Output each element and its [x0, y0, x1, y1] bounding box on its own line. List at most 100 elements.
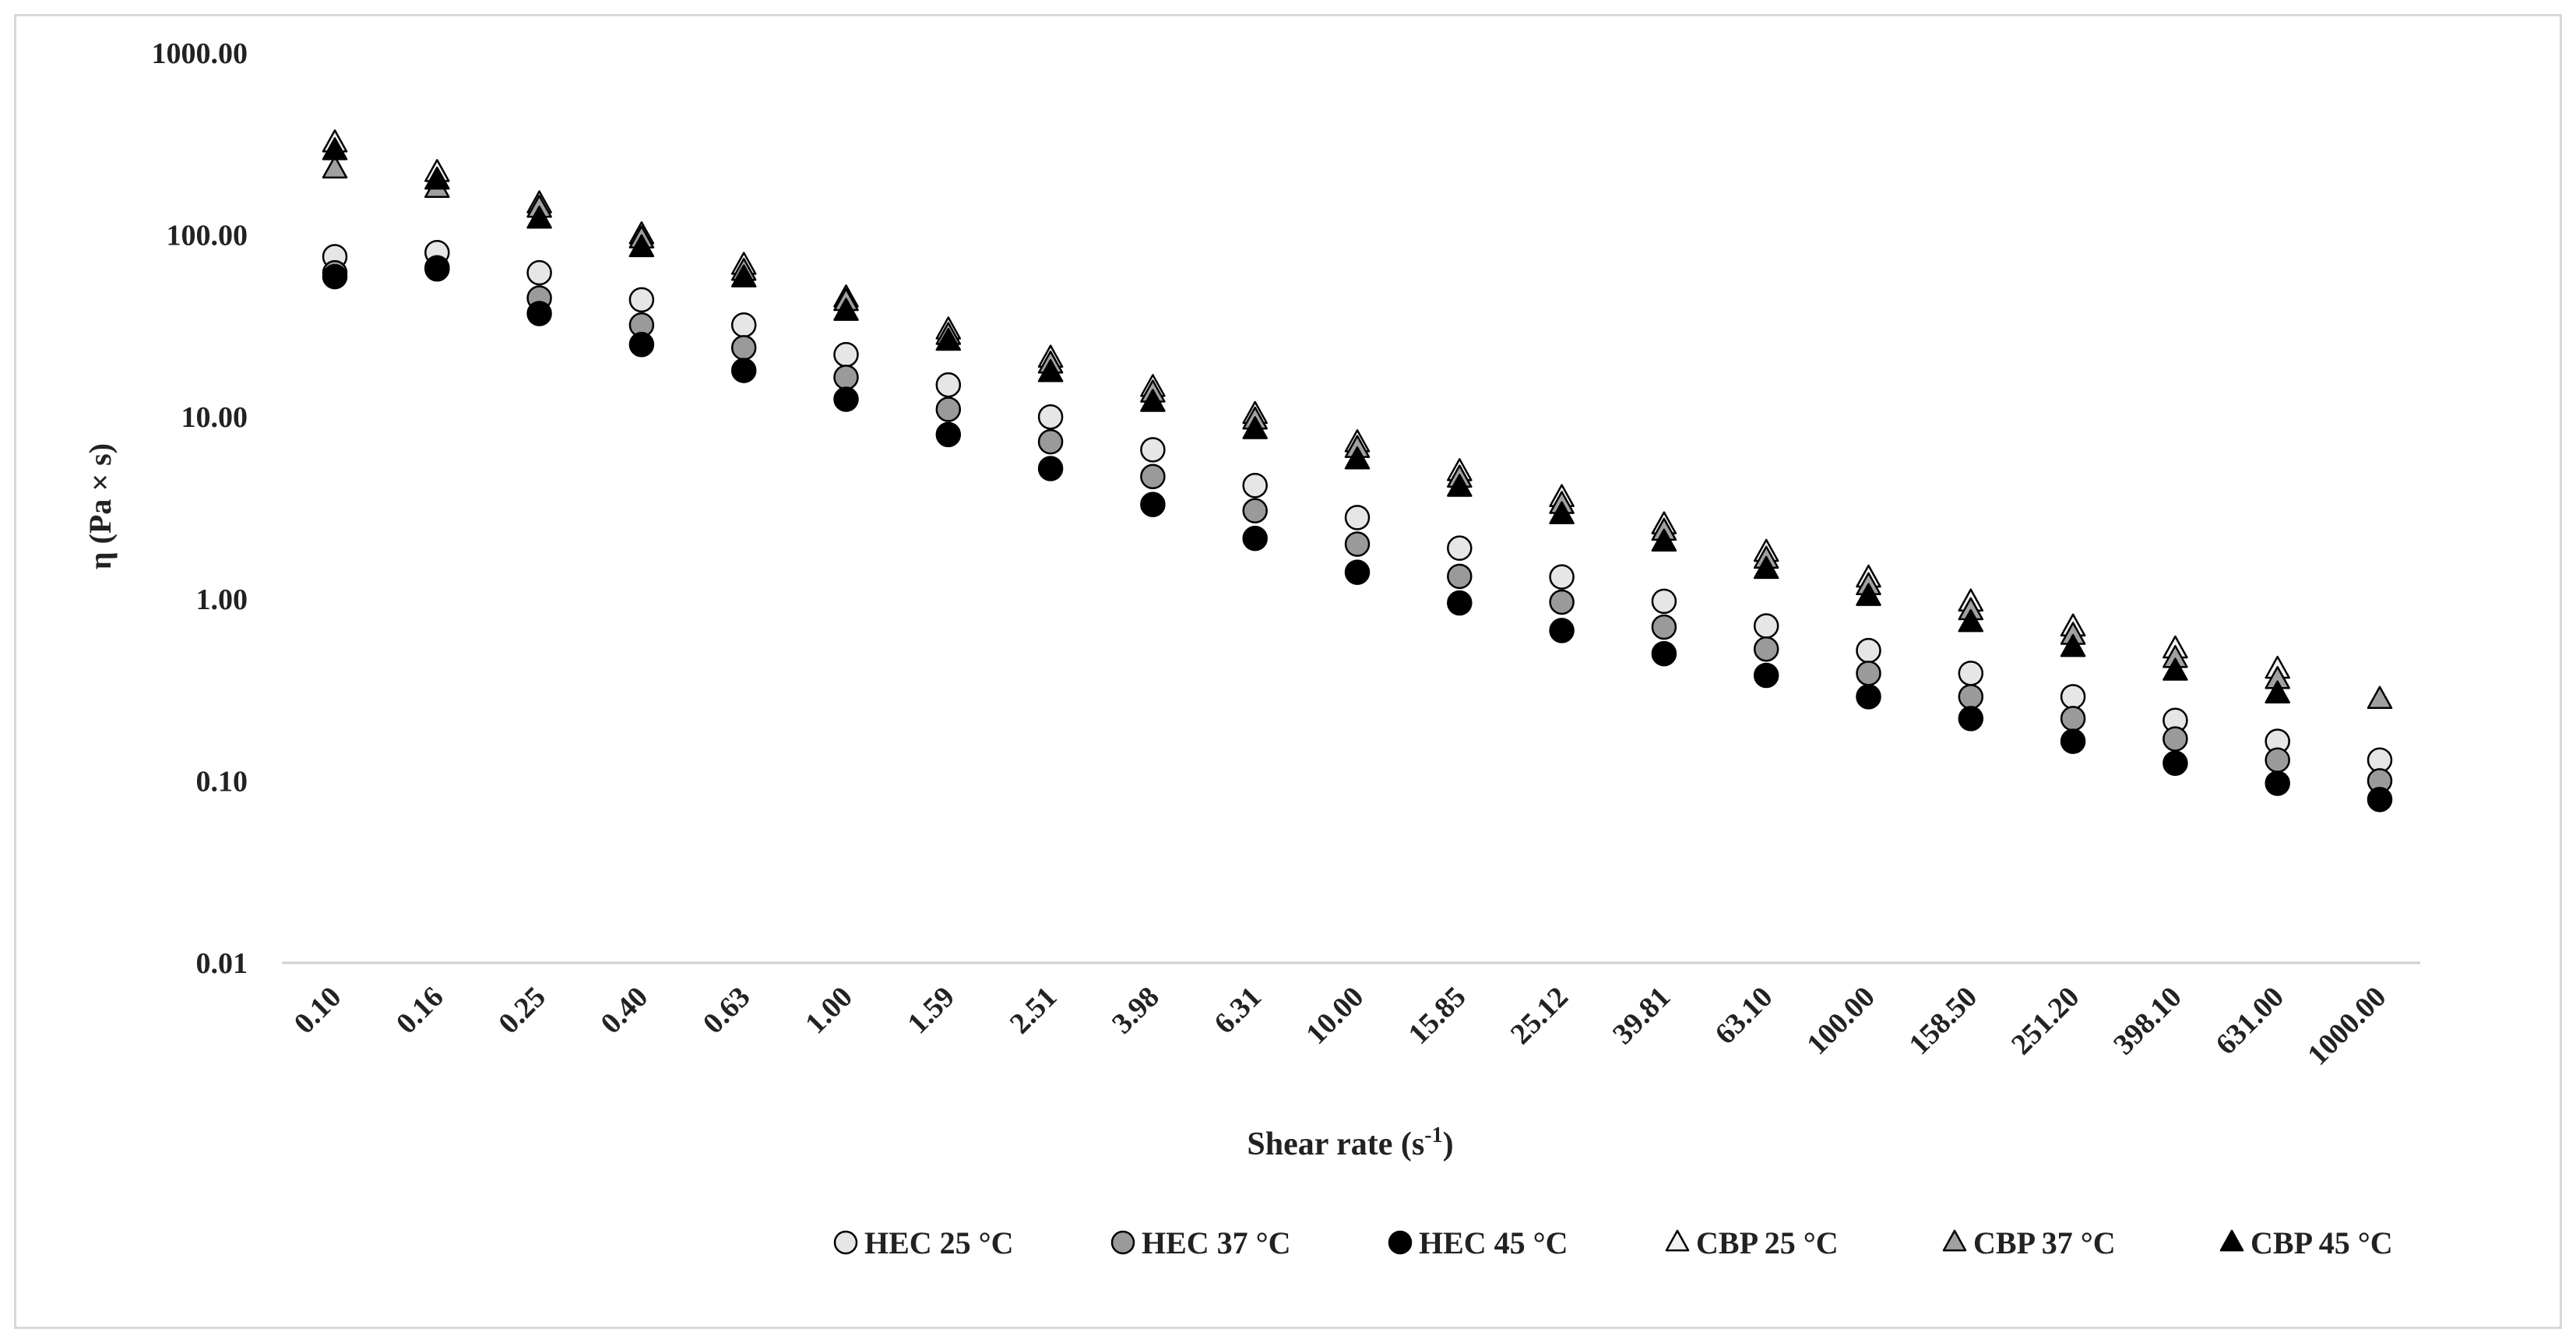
- data-point-cbp-45-c: [526, 205, 552, 229]
- x-axis-title-sup: -1: [1424, 1123, 1442, 1147]
- data-point-cbp-45-c: [1856, 583, 1881, 606]
- y-tick-label: 0.01: [196, 947, 248, 980]
- data-point-hec-25-c: [1140, 437, 1166, 463]
- legend-marker-cbp-25-c: [1665, 1229, 1690, 1252]
- data-point-cbp-45-c: [2060, 633, 2086, 657]
- x-tick-label: 100.00: [1800, 981, 1881, 1062]
- data-point-hec-25-c: [2060, 684, 2086, 710]
- data-point-hec-25-c: [628, 287, 655, 313]
- data-point-cbp-45-c: [2163, 657, 2188, 681]
- x-tick-label: 0.63: [697, 981, 757, 1041]
- data-point-hec-45-c: [833, 386, 859, 412]
- data-point-cbp-45-c: [1140, 389, 1166, 412]
- data-point-hec-37-c: [1344, 531, 1371, 557]
- chart-frame: [14, 14, 2562, 1329]
- data-point-hec-25-c: [1242, 472, 1268, 499]
- data-point-cbp-45-c: [1753, 555, 1779, 580]
- data-point-cbp-45-c: [1958, 608, 1984, 633]
- y-axis-title: η (Pa × s): [83, 443, 118, 569]
- data-point-hec-25-c: [526, 259, 552, 286]
- data-point-hec-37-c: [730, 335, 757, 361]
- data-point-cbp-45-c: [1037, 358, 1064, 382]
- x-tick-label: 10.00: [1300, 981, 1370, 1051]
- legend-label-hec-37-c: HEC 37 °C: [1142, 1225, 1291, 1260]
- data-point-cbp-37-c: [2367, 686, 2393, 709]
- legend: HEC 25 °C HEC 37 °C HEC 45 °C CBP 25 °C CBP …: [833, 1225, 2393, 1260]
- x-tick-label: 1.59: [901, 981, 961, 1041]
- data-point-hec-25-c: [1037, 404, 1064, 430]
- data-point-hec-45-c: [322, 263, 348, 290]
- y-tick-label: 1.00: [196, 583, 248, 616]
- data-point-hec-45-c: [424, 256, 450, 282]
- legend-marker-hec-25-c: [833, 1230, 858, 1255]
- data-point-hec-25-c: [1447, 535, 1473, 561]
- data-point-cbp-45-c: [730, 264, 757, 287]
- y-tick-label: 1000.00: [152, 37, 248, 70]
- data-point-hec-45-c: [730, 358, 757, 383]
- data-point-cbp-45-c: [1549, 501, 1575, 524]
- y-tick-label: 100.00: [167, 220, 248, 252]
- data-point-hec-25-c: [833, 341, 859, 368]
- data-point-cbp-45-c: [1242, 416, 1268, 439]
- data-point-hec-45-c: [1037, 456, 1064, 481]
- data-point-hec-37-c: [1753, 636, 1779, 662]
- data-point-hec-37-c: [1037, 428, 1064, 455]
- data-point-hec-45-c: [1242, 525, 1268, 552]
- data-point-hec-45-c: [2163, 750, 2188, 777]
- data-point-hec-37-c: [1856, 661, 1881, 686]
- y-tick-label: 0.10: [196, 765, 248, 798]
- data-point-hec-25-c: [1344, 505, 1371, 531]
- data-point-hec-45-c: [1447, 590, 1473, 616]
- data-point-cbp-45-c: [322, 137, 348, 160]
- x-tick-label: 0.25: [492, 981, 552, 1041]
- data-point-hec-37-c: [1447, 563, 1473, 590]
- legend-label-cbp-25-c: CBP 25 °C: [1696, 1225, 1839, 1260]
- data-point-hec-37-c: [1549, 589, 1575, 615]
- legend-marker-hec-37-c: [1110, 1230, 1135, 1255]
- x-tick-label: 158.50: [1903, 981, 1984, 1062]
- x-tick-label: 3.98: [1106, 981, 1166, 1041]
- x-tick-label: 25.12: [1504, 981, 1575, 1051]
- data-point-hec-37-c: [2163, 726, 2188, 752]
- data-point-hec-25-c: [1958, 661, 1984, 686]
- data-point-cbp-45-c: [1344, 446, 1371, 470]
- x-tick-label: 1000.00: [2301, 981, 2392, 1072]
- data-point-hec-45-c: [1753, 662, 1779, 689]
- data-point-hec-25-c: [1651, 588, 1677, 615]
- x-axis-title-end: ): [1443, 1126, 1454, 1162]
- data-point-hec-45-c: [1958, 706, 1984, 731]
- data-point-hec-45-c: [1344, 559, 1371, 585]
- x-tick-label: 398.10: [2107, 981, 2188, 1062]
- legend-label-cbp-45-c: CBP 45 °C: [2250, 1225, 2393, 1260]
- data-point-hec-45-c: [2265, 770, 2290, 796]
- x-tick-label: 251.20: [2005, 981, 2086, 1062]
- legend-label-hec-25-c: HEC 25 °C: [864, 1225, 1014, 1260]
- x-axis-title-main: Shear rate (s: [1247, 1126, 1424, 1162]
- data-point-hec-37-c: [1242, 498, 1268, 523]
- legend-marker-cbp-45-c: [2219, 1229, 2244, 1252]
- data-point-hec-25-c: [1856, 637, 1881, 664]
- data-point-cbp-45-c: [1447, 474, 1473, 497]
- x-tick-label: 0.40: [595, 981, 655, 1041]
- x-tick-label: 2.51: [1004, 981, 1064, 1041]
- x-tick-label: 63.10: [1709, 981, 1779, 1051]
- data-point-cbp-45-c: [628, 234, 655, 258]
- data-point-hec-37-c: [2265, 747, 2290, 774]
- data-point-cbp-45-c: [1651, 528, 1677, 552]
- data-point-hec-45-c: [2367, 787, 2393, 812]
- data-point-hec-45-c: [1549, 618, 1575, 643]
- legend-label-cbp-37-c: CBP 37 °C: [1973, 1225, 2116, 1260]
- x-tick-label: 6.31: [1208, 981, 1268, 1041]
- data-point-cbp-45-c: [935, 327, 962, 351]
- data-point-hec-45-c: [1856, 684, 1881, 710]
- data-point-hec-37-c: [2060, 706, 2086, 731]
- data-point-hec-37-c: [1958, 684, 1984, 710]
- data-point-hec-45-c: [2060, 728, 2086, 754]
- data-point-hec-25-c: [1753, 613, 1779, 639]
- data-point-hec-45-c: [526, 301, 552, 326]
- x-tick-label: 15.85: [1402, 981, 1473, 1051]
- data-point-cbp-45-c: [833, 298, 859, 321]
- data-point-hec-37-c: [1140, 464, 1166, 490]
- y-axis-tick-labels: 0.01 0.10 1.00 10.00 100.00 1000.00: [152, 37, 248, 980]
